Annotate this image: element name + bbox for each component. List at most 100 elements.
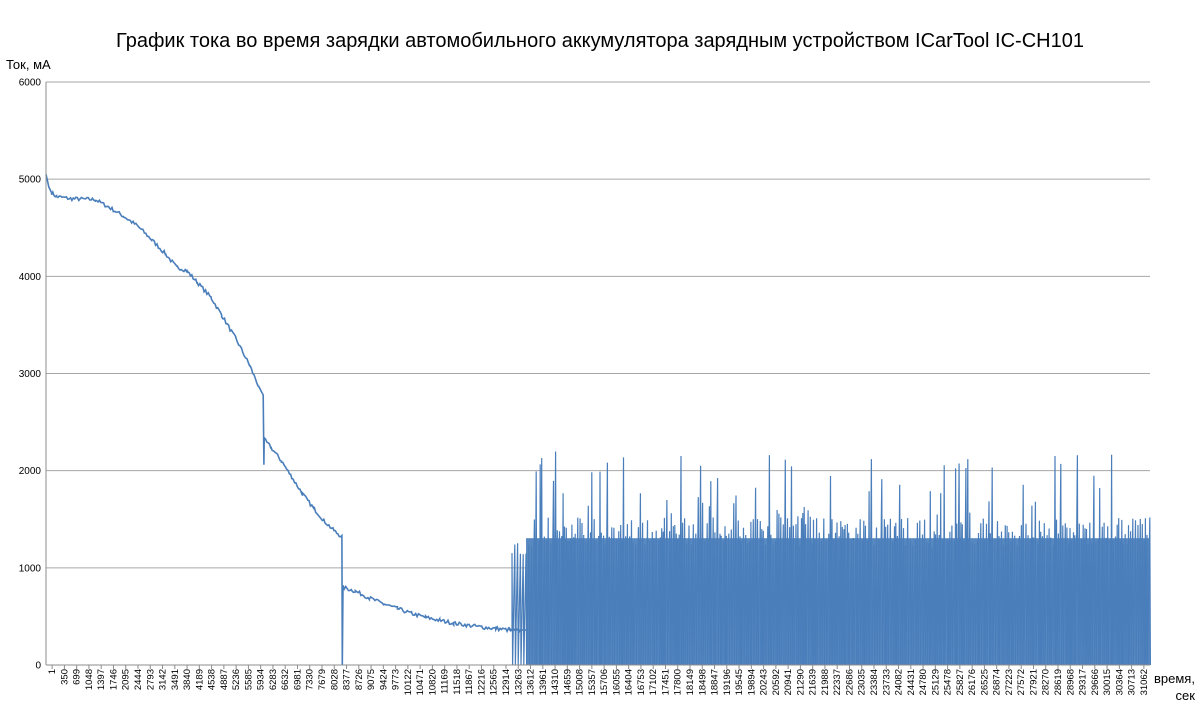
x-tick-label: 10820 bbox=[427, 669, 438, 695]
x-tick-label: 8028 bbox=[329, 669, 340, 690]
x-tick-label: 5934 bbox=[256, 669, 267, 690]
y-tick-label-3000: 3000 bbox=[19, 369, 42, 380]
y-tick-labels: 0 1000 2000 3000 4000 5000 6000 bbox=[19, 78, 42, 672]
y-axis-label: Ток, мА bbox=[6, 57, 51, 72]
y-tick-label-0: 0 bbox=[35, 661, 41, 672]
x-tick-label: 20592 bbox=[771, 669, 782, 695]
x-tick-label: 21290 bbox=[795, 669, 806, 695]
x-tick-label: 17102 bbox=[648, 669, 659, 695]
x-tick-label: 18847 bbox=[710, 669, 721, 695]
x-tick-label: 6283 bbox=[268, 669, 279, 690]
x-tick-label: 6632 bbox=[280, 669, 291, 690]
x-tick-label: 10471 bbox=[415, 669, 426, 695]
series-line-decay bbox=[45, 174, 522, 666]
x-axis-label-line: время, сек bbox=[1154, 671, 1195, 703]
x-tick-label: 2444 bbox=[133, 669, 144, 690]
x-tick-label: 14659 bbox=[562, 669, 573, 695]
x-tick-label: 17800 bbox=[673, 669, 684, 695]
x-tick-label: 27223 bbox=[1004, 669, 1015, 695]
x-tick-label: 19545 bbox=[734, 669, 745, 695]
x-tick-label: 20941 bbox=[783, 669, 794, 695]
x-tick-label: 18498 bbox=[697, 669, 708, 695]
chart-title: График тока во время зарядки автомобильн… bbox=[116, 30, 1084, 52]
x-tick-label: 19894 bbox=[746, 669, 757, 695]
x-tick-label: 13263 bbox=[513, 669, 524, 695]
y-tick-label-5000: 5000 bbox=[19, 175, 42, 186]
x-tick-label: 21988 bbox=[820, 669, 831, 695]
x-tick-label: 15357 bbox=[587, 669, 598, 695]
x-tick-label: 6981 bbox=[292, 669, 303, 690]
x-tick-label: 23733 bbox=[881, 669, 892, 695]
x-tick-label: 1397 bbox=[96, 669, 107, 690]
x-tick-label: 16753 bbox=[636, 669, 647, 695]
x-tick-label: 29666 bbox=[1090, 669, 1101, 695]
x-tick-label: 29317 bbox=[1078, 669, 1089, 695]
x-tick-label: 27921 bbox=[1028, 669, 1039, 695]
y-tick-label-1000: 1000 bbox=[19, 563, 42, 574]
x-tick-label: 9773 bbox=[391, 669, 402, 690]
series-line-pulses bbox=[511, 451, 1151, 666]
x-tick-label: 22686 bbox=[844, 669, 855, 695]
x-tick-label: 28270 bbox=[1041, 669, 1052, 695]
x-tick-label: 350 bbox=[59, 669, 70, 685]
x-tick-label: 13612 bbox=[526, 669, 537, 695]
y-tick-label-4000: 4000 bbox=[19, 272, 42, 283]
x-tick-label: 15706 bbox=[599, 669, 610, 695]
x-tick-label: 4538 bbox=[207, 669, 218, 690]
series-current bbox=[45, 174, 1151, 666]
x-tick-label: 1 bbox=[47, 669, 58, 674]
x-tick-label: 22337 bbox=[832, 669, 843, 695]
x-tick-label: 30015 bbox=[1102, 669, 1113, 695]
x-tick-label: 16055 bbox=[611, 669, 622, 695]
x-tick-label: 23035 bbox=[857, 669, 868, 695]
x-tick-label: 2793 bbox=[145, 669, 156, 690]
x-tick-label: 4189 bbox=[194, 669, 205, 690]
x-tick-label: 5236 bbox=[231, 669, 242, 690]
x-tick-label: 1746 bbox=[108, 669, 119, 690]
x-axis-label: время, сек bbox=[1154, 670, 1195, 704]
x-tick-label: 16404 bbox=[624, 669, 635, 695]
x-tick-label: 12216 bbox=[476, 669, 487, 695]
x-tick-label: 11518 bbox=[452, 669, 463, 695]
x-tick-label: 26525 bbox=[979, 669, 990, 695]
x-tick-label: 9424 bbox=[378, 669, 389, 690]
x-tick-label: 17451 bbox=[660, 669, 671, 695]
x-tick-label: 20243 bbox=[759, 669, 770, 695]
x-tick-label: 7330 bbox=[305, 669, 316, 690]
x-tick-label: 11867 bbox=[464, 669, 475, 695]
x-tick-label: 3142 bbox=[158, 669, 169, 690]
x-tick-label: 24431 bbox=[906, 669, 917, 695]
x-tick-label: 15008 bbox=[575, 669, 586, 695]
x-tick-label: 8377 bbox=[342, 669, 353, 690]
x-tick-label: 11169 bbox=[440, 669, 451, 694]
x-tick-label: 23384 bbox=[869, 669, 880, 695]
x-tick-label: 8726 bbox=[354, 669, 365, 690]
x-tick-label: 12914 bbox=[501, 669, 512, 695]
x-tick-label: 19196 bbox=[722, 669, 733, 695]
x-tick-label: 5585 bbox=[243, 669, 254, 690]
y-tick-label-2000: 2000 bbox=[19, 466, 42, 477]
x-tick-label: 25827 bbox=[955, 669, 966, 695]
x-tick-label: 24780 bbox=[918, 669, 929, 695]
x-tick-label: 28619 bbox=[1053, 669, 1064, 695]
x-tick-label: 699 bbox=[72, 669, 83, 685]
x-tick-label: 2095 bbox=[121, 669, 132, 690]
x-tick-label: 4887 bbox=[219, 669, 230, 690]
x-tick-label: 14310 bbox=[550, 669, 561, 695]
x-tick-label: 12565 bbox=[489, 669, 500, 695]
x-tick-label: 10122 bbox=[403, 669, 414, 695]
x-tick-label: 7679 bbox=[317, 669, 328, 690]
x-tick-label: 25129 bbox=[930, 669, 941, 695]
x-tick-label: 21639 bbox=[808, 669, 819, 695]
x-tick-label: 24082 bbox=[894, 669, 905, 695]
x-tick-labels: 1 350 699 1048 1397 1746 2095 2444 2793 3142 3491 3… bbox=[47, 665, 1150, 695]
x-tick-label: 13961 bbox=[538, 669, 549, 695]
x-tick-label: 28968 bbox=[1065, 669, 1076, 695]
x-tick-label: 25478 bbox=[943, 669, 954, 695]
x-tick-label: 26176 bbox=[967, 669, 978, 695]
x-tick-label: 30713 bbox=[1127, 669, 1138, 695]
x-tick-label: 9075 bbox=[366, 669, 377, 690]
x-tick-label: 26874 bbox=[992, 669, 1003, 695]
x-tick-label: 3840 bbox=[182, 669, 193, 690]
